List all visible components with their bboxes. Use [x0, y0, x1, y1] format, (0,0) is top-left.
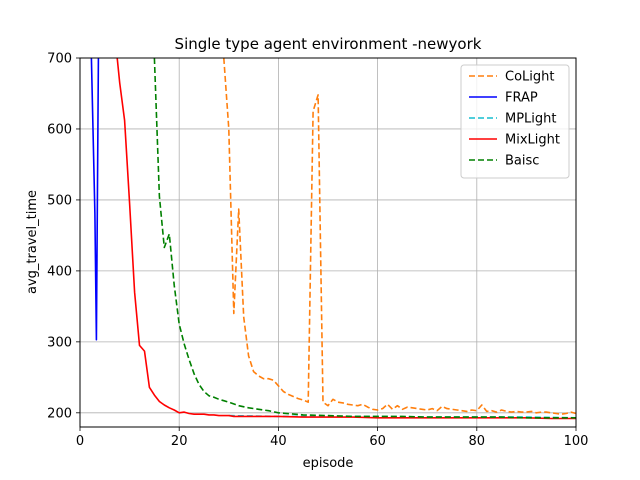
plot-frame [79, 57, 577, 428]
x-tick-label: 0 [76, 434, 84, 449]
legend-label-baisc: Baisc [505, 154, 539, 169]
series-line-baisc [153, 58, 576, 419]
series-line-mixlight [116, 58, 576, 420]
legend: CoLight FRAP MPLight MixLight Baisc [460, 64, 570, 179]
chart-title: Single type agent environment -newyork [175, 35, 482, 53]
y-tick-label: 300 [47, 335, 72, 350]
legend-box [460, 64, 570, 179]
y-tick-label: 200 [47, 406, 72, 421]
legend-label-mixlight: MixLight [505, 133, 560, 148]
x-tick-label: 100 [564, 434, 589, 449]
y-tick-label: 400 [47, 264, 72, 279]
x-tick-label: 60 [369, 434, 386, 449]
y-tick-label: 600 [47, 122, 72, 137]
x-tick-label: 80 [469, 434, 486, 449]
y-tick-label: 700 [47, 52, 72, 67]
x-axis-label: episode [303, 456, 354, 471]
series-line-frap [90, 58, 100, 341]
legend-label-mplight: MPLight [505, 112, 557, 127]
y-axis-label: avg_travel_time [25, 190, 40, 294]
series-line-colight [223, 58, 576, 416]
legend-label-frap: FRAP [505, 91, 538, 106]
legend-label-colight: CoLight [505, 70, 554, 85]
x-tick-label: 40 [270, 434, 287, 449]
x-tick-label: 20 [171, 434, 188, 449]
axis-ticks: 0 20 40 60 80 100 200 300 400 500 600 700 [47, 52, 588, 450]
series-lines [90, 58, 576, 420]
y-tick-label: 500 [47, 193, 72, 208]
